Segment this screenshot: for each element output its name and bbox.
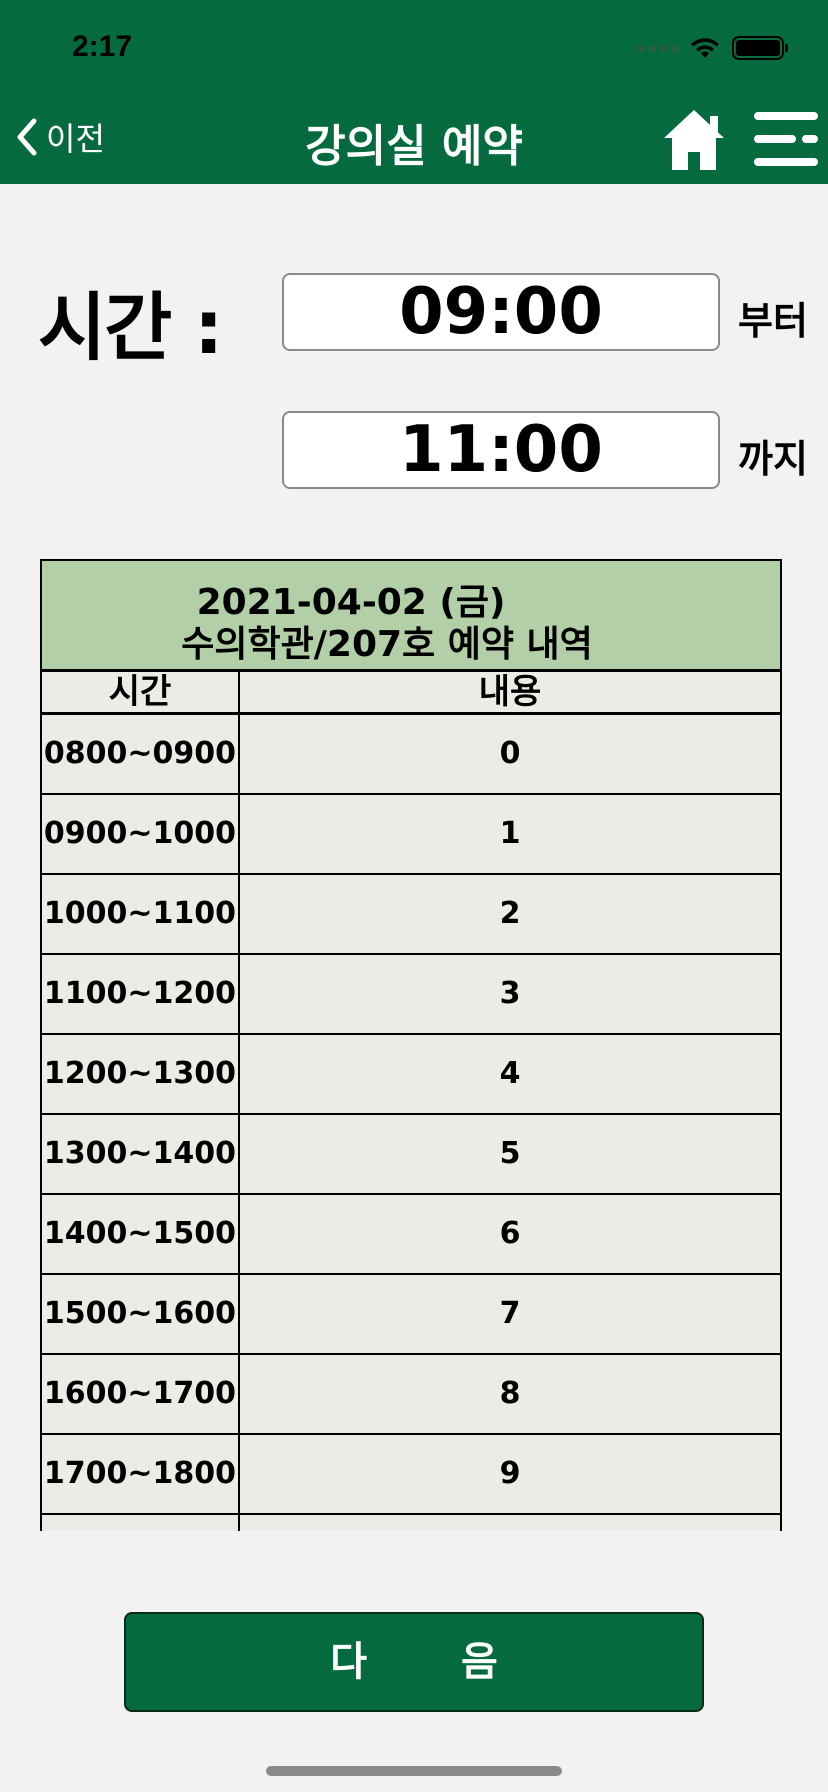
end-suffix: 까지 — [738, 437, 808, 481]
row-content: 2 — [499, 896, 521, 931]
chevron-left-icon — [17, 118, 37, 156]
menu-icon — [754, 112, 818, 166]
row-content: 8 — [499, 1376, 521, 1411]
row-content: 3 — [499, 976, 521, 1011]
row-content: 7 — [499, 1296, 521, 1331]
end-time-field[interactable]: 11:00 — [282, 411, 720, 489]
page-title: 강의실 예약 — [305, 121, 523, 172]
table-header: 2021-04-02 (금) 수의학관/207호 예약 내역 — [40, 559, 782, 669]
row-time: 1500~1600 — [42, 1275, 240, 1353]
table-row[interactable]: 1100~1200 3 — [40, 955, 782, 1035]
app-header: 2:17 이전 강의실 예약 — [0, 0, 828, 184]
table-row[interactable]: 1000~1100 2 — [40, 875, 782, 955]
cellular-signal-icon — [638, 44, 678, 52]
table-place: 수의학관/207호 예약 내역 — [181, 624, 593, 665]
table-row[interactable]: 1300~1400 5 — [40, 1115, 782, 1195]
battery-icon — [732, 36, 788, 60]
row-content: 6 — [499, 1216, 521, 1251]
table-rows: 0800~0900 0 0900~1000 1 1000~1100 2 1100~1200 3… — [40, 715, 782, 1531]
status-icons — [638, 36, 788, 60]
home-icon — [664, 110, 724, 170]
row-content: 0 — [499, 736, 521, 771]
row-time: 1200~1300 — [42, 1035, 240, 1113]
status-time: 2:17 — [72, 30, 133, 63]
wifi-icon — [691, 38, 719, 58]
row-time: 1400~1500 — [42, 1195, 240, 1273]
start-suffix: 부터 — [738, 299, 808, 343]
table-date: 2021-04-02 (금) — [196, 582, 506, 623]
row-content — [240, 1515, 780, 1531]
back-button[interactable]: 이전 — [14, 114, 105, 160]
row-time: 1100~1200 — [42, 955, 240, 1033]
table-row[interactable]: 0800~0900 0 — [40, 715, 782, 795]
row-time — [42, 1515, 240, 1531]
table-row[interactable]: 1600~1700 8 — [40, 1355, 782, 1435]
table-row[interactable] — [40, 1515, 782, 1531]
row-time: 1000~1100 — [42, 875, 240, 953]
table-row[interactable]: 1500~1600 7 — [40, 1275, 782, 1355]
home-button[interactable] — [660, 106, 728, 176]
row-time: 1600~1700 — [42, 1355, 240, 1433]
row-content: 1 — [499, 816, 521, 851]
table-row[interactable]: 1700~1800 9 — [40, 1435, 782, 1515]
start-time-field[interactable]: 09:00 — [282, 273, 720, 351]
table-row[interactable]: 0900~1000 1 — [40, 795, 782, 875]
next-button[interactable]: 다 음 — [124, 1612, 704, 1712]
column-time-header: 시간 — [42, 672, 240, 712]
time-label: 시간 : — [38, 285, 224, 371]
table-row[interactable]: 1400~1500 6 — [40, 1195, 782, 1275]
row-content: 4 — [499, 1056, 521, 1091]
row-content: 9 — [499, 1456, 521, 1491]
row-time: 1300~1400 — [42, 1115, 240, 1193]
reservation-table[interactable]: 2021-04-02 (금) 수의학관/207호 예약 내역 시간 내용 080… — [40, 559, 782, 1531]
menu-button[interactable] — [752, 108, 820, 174]
column-content-header: 내용 — [478, 672, 542, 712]
row-time: 0900~1000 — [42, 795, 240, 873]
row-content: 5 — [499, 1136, 521, 1171]
column-header: 시간 내용 — [40, 669, 782, 715]
home-indicator — [266, 1766, 562, 1776]
back-label: 이전 — [46, 120, 105, 158]
row-time: 1700~1800 — [42, 1435, 240, 1513]
row-time: 0800~0900 — [42, 715, 240, 793]
table-row[interactable]: 1200~1300 4 — [40, 1035, 782, 1115]
